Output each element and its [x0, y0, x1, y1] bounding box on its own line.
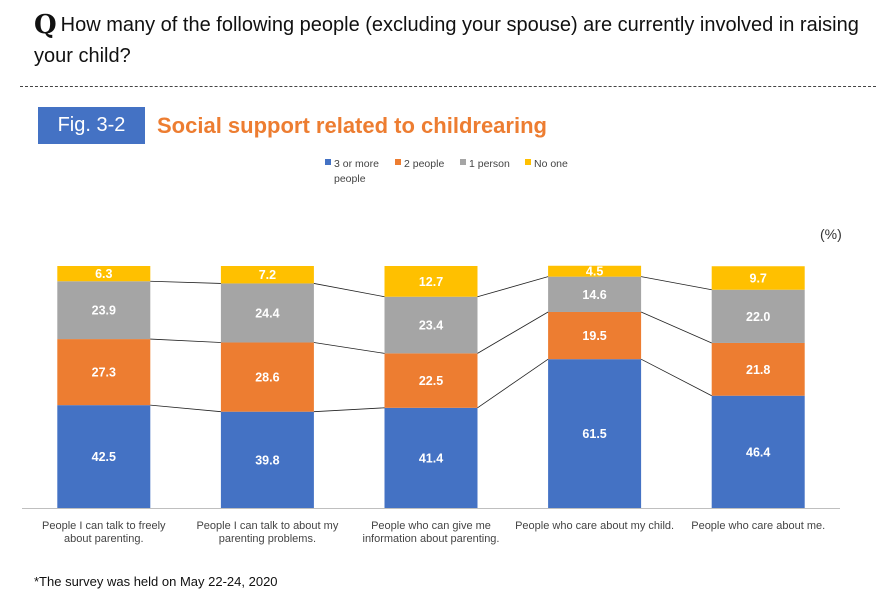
- connector-line: [640, 311, 712, 344]
- category-label: People I can talk to freely about parenti…: [42, 520, 166, 545]
- bar-segment-5-2: [711, 342, 805, 396]
- category-label: People who can give me information about …: [363, 520, 500, 545]
- bar-segment-4-4: [548, 265, 642, 277]
- footnote: *The survey was held on May 22-24, 2020: [34, 574, 278, 589]
- bar-segment-1-2: [57, 339, 151, 406]
- connector-line: [640, 358, 712, 397]
- divider: [20, 86, 876, 87]
- question-text: How many of the following people (exclud…: [34, 14, 859, 67]
- legend-swatch: [325, 159, 331, 165]
- category-label: People I can talk to about my parenting p…: [196, 520, 338, 545]
- legend-label: 2 people: [404, 158, 445, 170]
- bar-segment-4-3: [548, 276, 642, 312]
- data-label: 21.8: [746, 363, 770, 377]
- unit-label: (%): [820, 226, 842, 242]
- connector-line: [477, 311, 549, 354]
- bar-segment-2-3: [220, 283, 314, 343]
- bar-segment-4-1: [548, 359, 642, 508]
- legend-label: 1 person: [469, 158, 510, 170]
- data-label: 19.5: [582, 329, 606, 343]
- data-label: 46.4: [746, 445, 770, 459]
- data-label: 27.3: [92, 366, 116, 380]
- legend-item-2-people: 2 people: [395, 157, 444, 172]
- data-label: 39.8: [255, 453, 279, 467]
- question-mark: Q: [34, 10, 57, 40]
- connector-line: [150, 280, 221, 284]
- legend-label: No one: [534, 158, 568, 170]
- data-label: 61.5: [582, 427, 606, 441]
- data-label: 24.4: [255, 306, 279, 320]
- bar-segment-5-1: [711, 395, 805, 508]
- connector-line: [641, 276, 712, 291]
- connector-line: [477, 276, 549, 298]
- data-label: 22.5: [419, 374, 443, 388]
- bar-segment-1-4: [57, 266, 151, 282]
- bar-segment-3-3: [384, 296, 478, 354]
- data-label: 22.0: [746, 310, 770, 324]
- connector-line: [313, 283, 385, 298]
- bar-segment-5-4: [711, 266, 805, 290]
- question: Q How many of the following people (exclu…: [34, 10, 874, 72]
- data-label: 14.6: [582, 288, 606, 302]
- legend-label: 3 or more people: [334, 158, 379, 185]
- connector-line: [150, 404, 221, 413]
- data-label: 41.4: [419, 451, 443, 465]
- data-label: 42.5: [92, 450, 116, 464]
- legend-item-no-one: No one: [525, 157, 568, 172]
- connector-line: [313, 407, 385, 413]
- data-label: 23.9: [92, 304, 116, 318]
- bar-segment-4-2: [548, 311, 642, 360]
- data-label: 7.2: [259, 268, 276, 282]
- bar-segment-3-4: [384, 266, 478, 297]
- bar-segment-2-4: [220, 266, 314, 284]
- legend-swatch: [460, 159, 466, 165]
- legend-swatch: [525, 159, 531, 165]
- data-label: 9.7: [750, 271, 767, 285]
- connector-line: [313, 342, 385, 354]
- data-label: 23.4: [419, 319, 443, 333]
- connector-line: [477, 358, 549, 409]
- bar-segment-2-2: [220, 342, 314, 412]
- legend-item-3-or-more: 3 or more people: [325, 157, 396, 187]
- figure-number: Fig. 3-2: [38, 107, 145, 144]
- bar-segment-1-1: [57, 405, 151, 508]
- bar-segment-3-2: [384, 353, 478, 408]
- legend-swatch: [395, 159, 401, 165]
- data-label: 6.3: [95, 267, 112, 281]
- bar-segment-1-3: [57, 281, 151, 340]
- category-label: People who care about me.: [691, 520, 825, 532]
- bar-segment-3-1: [384, 407, 478, 508]
- data-label: 28.6: [255, 371, 279, 385]
- category-label: People who care about my child.: [515, 520, 674, 532]
- bar-segment-2-1: [220, 411, 314, 508]
- data-label: 4.5: [586, 265, 603, 279]
- bar-segment-5-3: [711, 289, 805, 343]
- legend-item-1-person: 1 person: [460, 157, 510, 172]
- data-label: 12.7: [419, 275, 443, 289]
- connector-line: [150, 338, 221, 343]
- figure-title: Social support related to childrearing: [157, 113, 547, 138]
